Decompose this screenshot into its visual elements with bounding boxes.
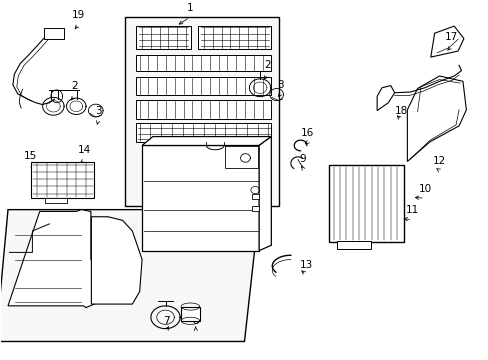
Polygon shape: [125, 17, 278, 206]
Text: 9: 9: [299, 154, 305, 165]
Text: 2: 2: [264, 60, 271, 70]
Text: 19: 19: [72, 10, 85, 20]
Text: 15: 15: [24, 151, 38, 161]
Polygon shape: [259, 136, 271, 251]
Text: 13: 13: [299, 260, 312, 270]
Text: 1: 1: [186, 3, 193, 13]
Text: 10: 10: [418, 184, 430, 194]
Polygon shape: [142, 145, 259, 251]
Text: 6: 6: [260, 192, 267, 202]
Polygon shape: [376, 86, 394, 111]
Text: 14: 14: [78, 145, 91, 156]
Text: 5: 5: [241, 141, 247, 151]
Polygon shape: [91, 217, 142, 304]
Polygon shape: [336, 240, 370, 249]
Polygon shape: [407, 76, 466, 162]
Text: 4: 4: [217, 136, 224, 147]
Text: 12: 12: [432, 156, 445, 166]
Polygon shape: [224, 146, 257, 167]
Polygon shape: [0, 210, 259, 342]
Polygon shape: [31, 162, 94, 198]
Text: 18: 18: [394, 105, 407, 116]
Polygon shape: [136, 123, 271, 142]
Polygon shape: [251, 194, 259, 199]
Text: 17: 17: [444, 32, 457, 42]
Polygon shape: [181, 307, 199, 321]
Polygon shape: [198, 26, 271, 49]
Polygon shape: [136, 77, 271, 95]
Text: 3: 3: [95, 106, 102, 116]
Polygon shape: [142, 136, 271, 145]
Polygon shape: [136, 100, 271, 119]
Text: 8: 8: [192, 316, 199, 326]
Polygon shape: [44, 198, 66, 203]
Polygon shape: [251, 206, 259, 211]
Polygon shape: [329, 165, 404, 242]
Text: 11: 11: [405, 205, 418, 215]
Polygon shape: [430, 26, 463, 57]
Text: 3: 3: [277, 80, 284, 90]
Text: 16: 16: [301, 128, 314, 138]
Polygon shape: [43, 28, 64, 39]
Polygon shape: [136, 55, 271, 71]
Polygon shape: [8, 210, 103, 308]
Text: 2: 2: [71, 81, 78, 91]
Text: 7: 7: [163, 316, 169, 326]
Polygon shape: [136, 26, 190, 49]
